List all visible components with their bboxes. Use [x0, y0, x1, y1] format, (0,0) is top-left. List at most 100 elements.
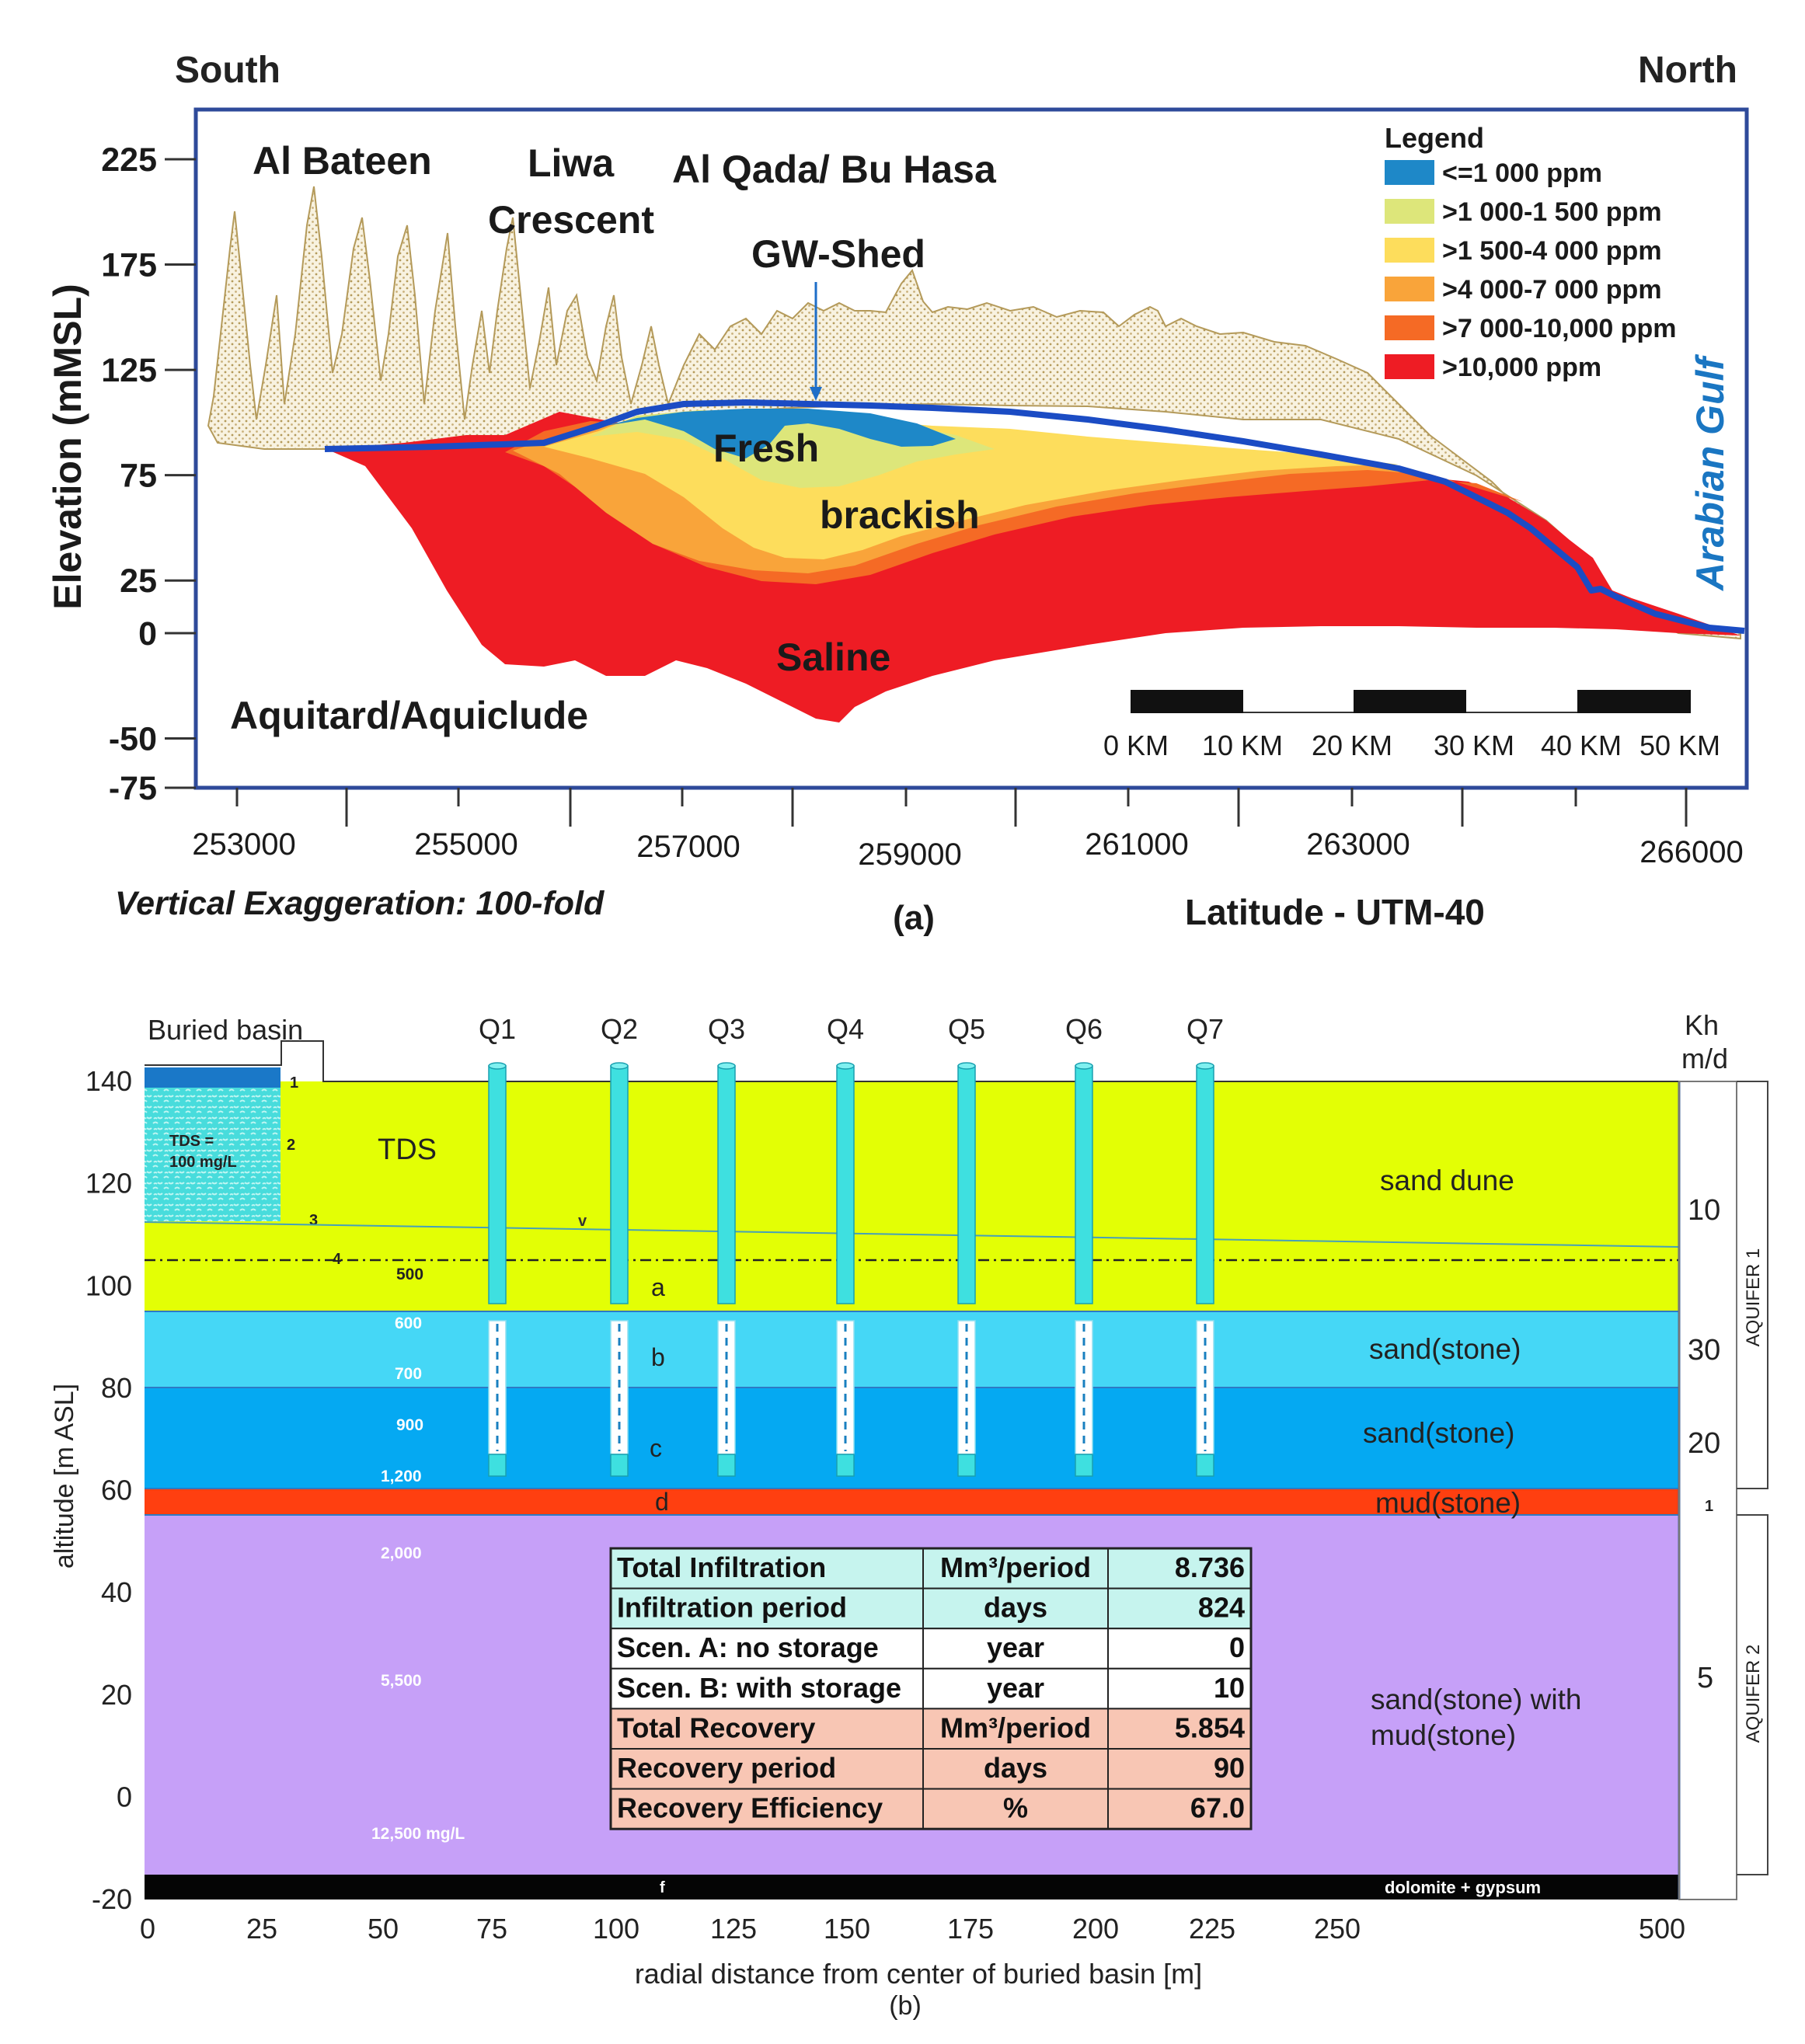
scale-bar-label: 30 KM [1434, 730, 1514, 761]
tds-value: 12,500 mg/L [371, 1825, 465, 1843]
scale-bar-segment [1577, 690, 1691, 713]
panel-b-caption: (b) [889, 1991, 922, 2021]
well-top [957, 1062, 976, 1070]
table-row: Total Infiltration Mm³/period 8.736 [610, 1548, 1252, 1590]
table-cell-value: 5.854 [1175, 1711, 1245, 1743]
panel-b-y-ticks: 140 120 100 80 60 40 20 0 -20 [85, 1065, 132, 1915]
table-cell-value: 10 [1214, 1672, 1245, 1704]
well-casing [717, 1065, 736, 1304]
label-liwa: Liwa [528, 141, 615, 185]
label-aquitard: Aquitard/Aquiclude [230, 694, 588, 737]
basin-marker-2: 2 [287, 1137, 295, 1154]
y-tick-label: 80 [101, 1372, 132, 1404]
layer-letter-f: f [660, 1879, 665, 1896]
y-tick-label: 125 [101, 352, 157, 389]
layer-sand-dune [145, 1081, 1679, 1311]
aquifer-1-bracket [1737, 1081, 1768, 1489]
table-cell-value: 8.736 [1175, 1551, 1245, 1583]
legend-label: >1 000-1 500 ppm [1442, 197, 1662, 227]
well-top [717, 1062, 736, 1070]
table-cell-unit: Mm³/period [940, 1551, 1091, 1583]
direction-north: North [1638, 50, 1737, 91]
label-arabian-gulf: Arabian Gulf [1688, 354, 1732, 592]
layer-letter-b: b [651, 1343, 665, 1371]
table-cell-label: Recovery period [617, 1752, 836, 1784]
y-tick-label: 40 [101, 1576, 132, 1608]
layer-letter-a: a [651, 1273, 665, 1301]
table-border [609, 1547, 1253, 1830]
layer-name-aquifer2-line1: sand(stone) with [1371, 1684, 1581, 1715]
panel-a-caption: (a) [893, 899, 935, 937]
well-sump [836, 1454, 855, 1477]
layer-letter-c: c [650, 1434, 662, 1462]
kh-value: 1 [1705, 1498, 1713, 1515]
well-top [836, 1062, 855, 1070]
x-tick-label: 200 [1072, 1913, 1119, 1945]
x-tick-label: 75 [476, 1913, 507, 1945]
y-tick-label: 0 [138, 615, 157, 653]
well-label: Q6 [1065, 1013, 1103, 1045]
x-tick-label: 150 [824, 1913, 870, 1945]
layer-letter-d: d [655, 1488, 669, 1516]
well-sump [1075, 1454, 1093, 1477]
kh-value: 5 [1697, 1662, 1713, 1694]
well-casing [1075, 1065, 1093, 1304]
panel-a-y-ticks: 225 175 125 75 25 0 -50 -75 [101, 141, 196, 807]
table-row: Total Recovery Mm³/period 5.854 [610, 1708, 1252, 1750]
y-tick-label: 140 [85, 1065, 132, 1097]
basin-marker-1: 1 [290, 1074, 298, 1092]
x-tick-label: 25 [246, 1913, 277, 1945]
label-brackish: brackish [820, 493, 980, 537]
well-q5: Q5 [948, 1013, 985, 1477]
legend-label: >7 000-10,000 ppm [1442, 314, 1676, 343]
table-cell-unit: year [987, 1672, 1044, 1704]
layer-name-dolomite: dolomite + gypsum [1385, 1878, 1541, 1897]
scale-bar: 0 KM 10 KM 20 KM 30 KM 40 KM 50 KM [1103, 690, 1720, 761]
zone-fresh [606, 409, 956, 458]
well-casing [610, 1065, 629, 1304]
y-tick-label: 225 [101, 141, 157, 179]
tds-value: 900 [396, 1416, 423, 1434]
x-tick-label: 175 [947, 1913, 994, 1945]
table-cell-unit: Mm³/period [940, 1711, 1091, 1743]
x-tick-label: 261000 [1085, 827, 1188, 862]
legend-items: <=1 000 ppm >1 000-1 500 ppm >1 500-4 000 … [1385, 158, 1676, 382]
x-tick-label: 263000 [1306, 827, 1410, 862]
gw-shed-arrowhead [810, 387, 822, 401]
well-q4: Q4 [827, 1013, 864, 1477]
basin-tds-line2: 100 mg/L [169, 1154, 237, 1171]
table-row-background [610, 1587, 1252, 1630]
x-tick-label: 250 [1314, 1913, 1361, 1945]
table-row: Recovery period days 90 [610, 1748, 1252, 1790]
scale-bar-label: 0 KM [1103, 730, 1169, 761]
table-cell-label: Scen. B: with storage [617, 1672, 901, 1704]
panel-a: South North Al Bateen Liwa Crescent Al Q… [46, 50, 1749, 937]
legend-swatch [1385, 238, 1434, 263]
layer-name-sandstone-upper: sand(stone) [1369, 1333, 1521, 1365]
scale-bar-segment [1131, 690, 1243, 713]
layer-name-sand-dune: sand dune [1380, 1165, 1514, 1196]
scale-bar-labels: 0 KM 10 KM 20 KM 30 KM 40 KM 50 KM [1103, 730, 1720, 761]
y-tick-label: -75 [109, 770, 157, 807]
tds-value: 5,500 [381, 1672, 422, 1690]
x-tick-label: 255000 [414, 827, 517, 862]
x-tick-label: 100 [593, 1913, 639, 1945]
layer-name-aquifer2-line2: mud(stone) [1371, 1719, 1516, 1751]
panel-a-x-axis-label: Latitude - UTM-40 [1185, 892, 1485, 932]
legend-label: <=1 000 ppm [1442, 158, 1602, 188]
water-table [144, 1221, 1680, 1248]
y-tick-label: 175 [101, 247, 157, 284]
table-cell-label: Recovery Efficiency [617, 1792, 883, 1824]
well-sump [717, 1454, 736, 1477]
legend-label: >10,000 ppm [1442, 353, 1601, 382]
tds-value: 1,200 [381, 1468, 422, 1485]
scale-bar-label: 20 KM [1312, 730, 1392, 761]
basin-blue-strip [145, 1067, 281, 1088]
buried-basin [145, 1088, 281, 1221]
vertical-exaggeration: Vertical Exaggeration: 100-fold [115, 885, 605, 922]
direction-south: South [175, 50, 281, 91]
table-cell-value: 90 [1214, 1752, 1245, 1784]
table-cell-value: 67.0 [1190, 1792, 1245, 1824]
well-label: Q5 [948, 1013, 985, 1045]
panel-a-y-axis-label: Elevation (mMSL) [46, 284, 89, 609]
